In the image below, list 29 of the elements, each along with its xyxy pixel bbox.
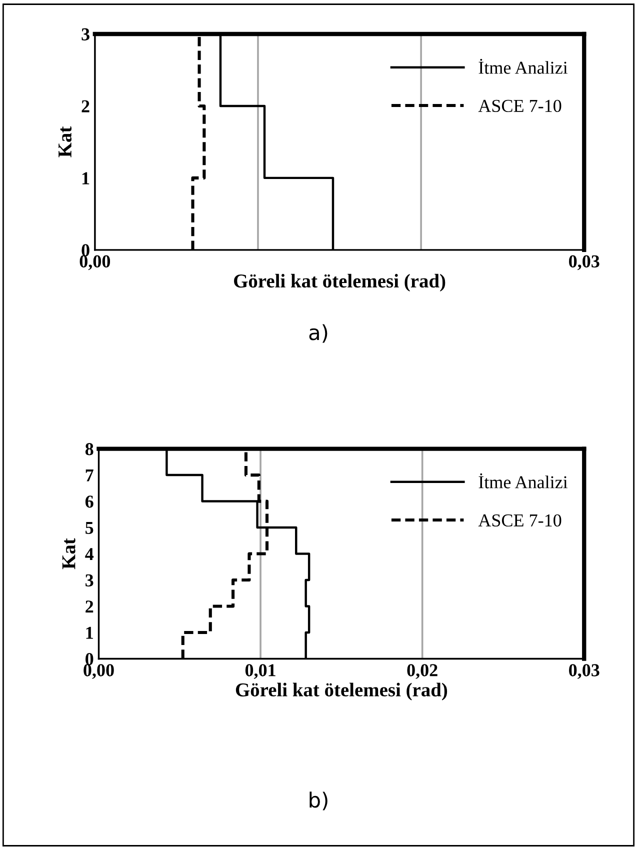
x-axis-title: Göreli kat ötelemesi (rad) bbox=[236, 682, 448, 700]
text: a) bbox=[309, 324, 328, 343]
x-axis-title: Göreli kat ötelemesi (rad) bbox=[234, 274, 446, 292]
x-tick-label: 0,01 bbox=[245, 664, 276, 679]
y-tick-label: 5 bbox=[86, 522, 94, 534]
x-tick-label: 0,03 bbox=[569, 664, 600, 679]
y-tick-label: 7 bbox=[86, 469, 94, 482]
y-tick-label: 8 bbox=[85, 443, 94, 456]
legend-label: ASCE 7-10 bbox=[478, 514, 562, 527]
legend-label: İtme Analizi bbox=[478, 58, 568, 74]
x-tick-label: 0,00 bbox=[84, 664, 114, 679]
text: b) bbox=[310, 792, 328, 810]
y-tick-label: 2 bbox=[86, 600, 94, 613]
x-tick-label: 0,00 bbox=[80, 255, 110, 270]
y-tick-label: 4 bbox=[85, 548, 94, 560]
x-tick-label: 0,02 bbox=[407, 664, 438, 679]
y-tick-label: 1 bbox=[86, 626, 93, 639]
y-tick-label: 0 bbox=[86, 653, 94, 666]
y-axis-title: Kat bbox=[62, 538, 76, 570]
y-axis-title: Kat bbox=[58, 126, 72, 158]
y-tick-label: 0 bbox=[82, 244, 90, 256]
y-tick-label: 1 bbox=[82, 172, 90, 184]
x-tick-label: 0,03 bbox=[569, 255, 600, 270]
y-tick-label: 3 bbox=[86, 574, 94, 586]
y-tick-label: 6 bbox=[85, 496, 94, 508]
y-tick-label: 2 bbox=[82, 100, 90, 112]
legend-label: ASCE 7-10 bbox=[478, 100, 562, 112]
y-tick-label: 3 bbox=[82, 28, 90, 40]
legend-label: İtme Analizi bbox=[478, 473, 568, 488]
